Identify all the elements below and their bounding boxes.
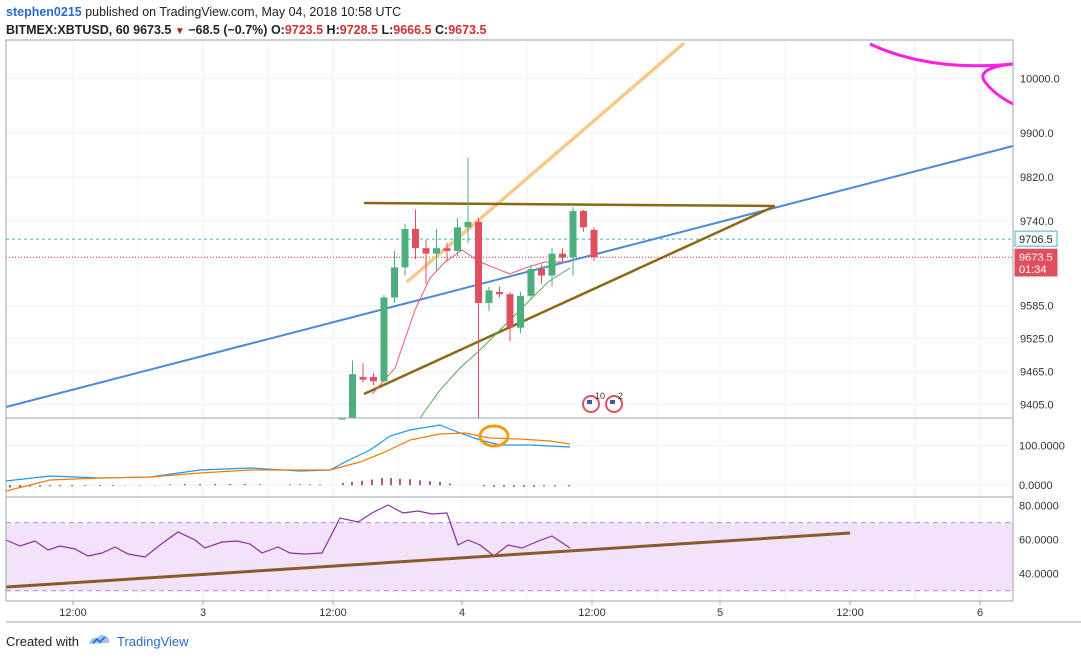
symbol-label: BITMEX:XBTUSD, 60	[6, 23, 130, 37]
candle-body	[391, 267, 398, 298]
flag-canton	[587, 400, 592, 404]
price-axis-label: 10000.0	[1020, 73, 1060, 85]
price-axis-label: 9740.0	[1020, 216, 1054, 228]
signal-line	[5, 432, 571, 492]
price-axis-label: 9585.0	[1020, 301, 1054, 313]
candle-body	[401, 229, 409, 268]
low-label: L:	[381, 23, 394, 37]
candle-body	[506, 294, 514, 328]
price-axis-label: 9465.0	[1020, 366, 1054, 378]
candle-body	[548, 253, 556, 276]
price-tag-label: 01:34	[1019, 264, 1047, 276]
chart-header: stephen0215 published on TradingView.com…	[6, 4, 486, 39]
low-value: 9666.5	[393, 23, 432, 37]
macd-axis-label: 0.0000	[1019, 480, 1053, 492]
triangle-bottom-line	[363, 204, 776, 396]
candle-body	[496, 292, 503, 295]
price-axis-label: 9900.0	[1020, 128, 1054, 140]
high-label: H:	[326, 23, 340, 37]
time-axis-label: 6	[977, 607, 983, 619]
price-axis-label: 9525.0	[1020, 334, 1054, 346]
publish-line: stephen0215 published on TradingView.com…	[6, 4, 486, 21]
created-with-text: Created with	[6, 634, 79, 649]
time-axis-label: 12:00	[836, 607, 864, 619]
candle-body	[443, 248, 451, 251]
price-tag-box	[1014, 260, 1058, 277]
event-count: 2	[618, 391, 623, 401]
rsi-line	[5, 504, 571, 558]
flag-canton	[610, 400, 615, 404]
trend-drawings	[5, 42, 1014, 419]
candle-body	[590, 229, 598, 258]
tradingview-logo-icon	[87, 632, 111, 652]
macd-indicator	[5, 424, 571, 492]
candle-body	[422, 248, 430, 254]
last-price: 9673.5	[133, 23, 172, 37]
rsi-axis-label: 40.0000	[1019, 569, 1059, 581]
candle-body	[433, 248, 440, 254]
candles: 10 2	[338, 157, 623, 420]
candle-body	[485, 290, 493, 303]
time-axis-label: 3	[200, 607, 206, 619]
orange-trend-line	[406, 42, 685, 283]
blue-trend-line	[5, 145, 1014, 408]
candle-body	[380, 297, 388, 382]
rsi-axis-label: 60.0000	[1019, 535, 1059, 547]
rsi-band	[6, 522, 1013, 591]
triangle-top-line	[363, 201, 776, 208]
ema-fast-line	[371, 249, 570, 395]
time-axis-label: 12:00	[59, 607, 87, 619]
close-value: 9673.5	[448, 23, 487, 37]
candle-body	[370, 376, 377, 382]
open-value: 9723.5	[284, 23, 324, 37]
time-axis-label: 4	[459, 607, 465, 619]
price-tag-label: 9706.5	[1019, 234, 1053, 246]
price-axis-label: 9405.0	[1020, 399, 1054, 411]
candle-body	[538, 268, 545, 276]
candle-body	[580, 210, 587, 228]
close-label: C:	[435, 23, 449, 37]
macd-axis-label: 100.0000	[1019, 441, 1065, 453]
axes: 10000.0 9900.0 9820.0 9740.0 9585.0 9525.0 946…	[5, 39, 1081, 623]
candle-body	[527, 268, 535, 296]
candle-body	[454, 227, 461, 251]
chart-frame	[5, 39, 1014, 602]
time-axis-label: 12:00	[578, 607, 606, 619]
candle-body	[338, 418, 346, 420]
tradingview-brand-link[interactable]: TradingView	[116, 634, 189, 649]
published-text: published on TradingView.com, May 04, 20…	[81, 5, 402, 19]
author-link[interactable]: stephen0215	[6, 5, 82, 19]
price-change: −68.5 (−0.7%)	[188, 23, 268, 37]
footer: Created with TradingView	[6, 632, 189, 652]
rsi-trend-line	[5, 531, 851, 589]
candle-body	[349, 374, 356, 418]
candle-body	[475, 221, 482, 303]
high-value: 9728.5	[339, 23, 378, 37]
candle-body	[359, 376, 367, 380]
price-tag-box	[1014, 230, 1058, 247]
candle-body	[412, 229, 419, 249]
candle-body	[517, 295, 524, 328]
candle-body	[559, 253, 566, 258]
time-axis-label: 5	[717, 607, 723, 619]
down-arrow-icon: ▼	[174, 26, 185, 37]
ema-slow-line	[419, 267, 571, 419]
price-axis-label: 9820.0	[1020, 172, 1054, 184]
rsi-axis-label: 80.0000	[1019, 501, 1059, 513]
open-label: O:	[270, 23, 285, 37]
magenta-curve	[869, 42, 1014, 106]
candle-body	[569, 210, 577, 258]
rsi-indicator	[5, 504, 851, 589]
symbol-line: BITMEX:XBTUSD, 60 9673.5 ▼ −68.5 (−0.7%)…	[6, 21, 486, 39]
event-count: 10	[595, 391, 605, 401]
candle-body	[464, 221, 472, 228]
highlight-circle	[478, 424, 510, 448]
macd-line	[5, 424, 571, 482]
time-axis-label: 12:00	[319, 607, 347, 619]
